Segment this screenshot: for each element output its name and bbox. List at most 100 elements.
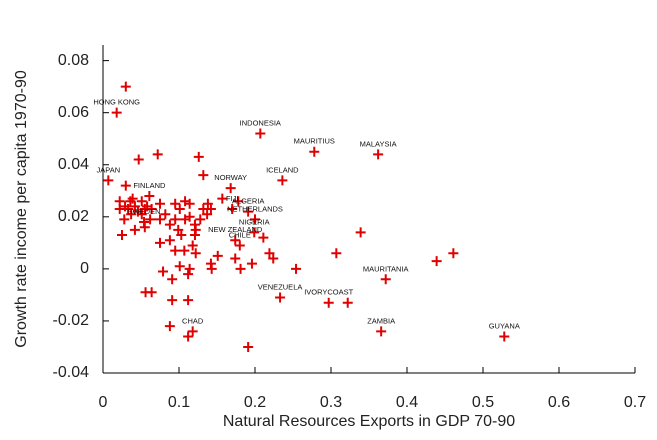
point-label: SWEDEN bbox=[128, 207, 161, 216]
point bbox=[184, 211, 195, 222]
point bbox=[111, 107, 122, 118]
point bbox=[246, 258, 257, 269]
point bbox=[184, 198, 195, 209]
point bbox=[103, 175, 114, 186]
point bbox=[158, 266, 169, 277]
point bbox=[195, 214, 206, 225]
point bbox=[129, 224, 140, 235]
point bbox=[217, 193, 228, 204]
x-tick-label: 0.4 bbox=[396, 394, 418, 411]
y-tick-label: -0.02 bbox=[53, 312, 90, 329]
point-label: CHILE bbox=[229, 230, 251, 239]
point bbox=[167, 274, 178, 285]
point bbox=[431, 256, 442, 267]
point-label: MALAYSIA bbox=[360, 139, 397, 148]
point bbox=[190, 248, 201, 259]
point bbox=[123, 204, 134, 214]
point bbox=[174, 204, 185, 214]
y-tick-label: 0.02 bbox=[58, 208, 89, 225]
point bbox=[499, 331, 510, 342]
point bbox=[187, 326, 198, 337]
point bbox=[133, 154, 144, 165]
point bbox=[117, 230, 127, 241]
point bbox=[202, 198, 213, 209]
point bbox=[355, 227, 366, 238]
point-label: NEW ZEALAND bbox=[208, 225, 263, 234]
point bbox=[155, 214, 165, 225]
point bbox=[309, 146, 320, 157]
point bbox=[145, 214, 156, 225]
point bbox=[243, 341, 254, 352]
point-label: HONG KONG bbox=[93, 98, 140, 107]
x-tick-label: 0 bbox=[99, 394, 108, 411]
point bbox=[155, 198, 165, 209]
point-label: IVORYCOAST bbox=[304, 288, 353, 297]
point bbox=[126, 209, 137, 220]
point bbox=[146, 287, 157, 298]
point bbox=[170, 198, 181, 209]
point bbox=[342, 297, 353, 308]
point bbox=[155, 237, 165, 248]
x-tick-label: 0.2 bbox=[244, 394, 266, 411]
point bbox=[205, 204, 216, 214]
point bbox=[206, 263, 217, 274]
point bbox=[264, 248, 275, 259]
point bbox=[277, 175, 288, 186]
point bbox=[227, 204, 238, 214]
point bbox=[275, 292, 286, 303]
point bbox=[233, 196, 244, 207]
point bbox=[160, 209, 171, 220]
point bbox=[230, 253, 241, 264]
point bbox=[212, 250, 223, 261]
point bbox=[176, 230, 187, 241]
point bbox=[152, 149, 163, 160]
y-tick-label: 0 bbox=[80, 260, 89, 277]
point-label: INDONESIA bbox=[240, 118, 281, 127]
point bbox=[187, 240, 198, 251]
point bbox=[125, 196, 136, 207]
point bbox=[323, 297, 334, 308]
y-axis-title: Growth rate income per capita 1970-90 bbox=[13, 70, 30, 348]
point bbox=[268, 253, 279, 264]
y-tick-label: 0.04 bbox=[58, 156, 89, 173]
point bbox=[167, 295, 178, 306]
point bbox=[184, 263, 195, 274]
point bbox=[243, 206, 254, 217]
point bbox=[164, 321, 175, 332]
y-tick-label: 0.06 bbox=[58, 104, 89, 121]
point bbox=[173, 224, 184, 235]
point bbox=[202, 209, 213, 220]
point bbox=[255, 128, 266, 139]
point bbox=[234, 240, 245, 251]
point bbox=[170, 214, 181, 225]
point bbox=[235, 263, 246, 274]
point-label: JAPAN bbox=[97, 165, 121, 174]
point-label: NORWAY bbox=[214, 173, 247, 182]
point bbox=[380, 274, 391, 285]
point bbox=[230, 235, 241, 246]
point bbox=[164, 235, 175, 246]
point bbox=[198, 170, 209, 181]
point-label: NETHERLANDS bbox=[227, 204, 283, 213]
point bbox=[225, 183, 236, 194]
point-label: ICELAND bbox=[266, 165, 299, 174]
point-label: FIJI bbox=[226, 194, 239, 203]
point bbox=[448, 248, 459, 259]
point bbox=[120, 81, 131, 92]
point bbox=[376, 326, 387, 337]
x-tick-label: 0.7 bbox=[624, 394, 646, 411]
point-label: ALGERIA bbox=[232, 197, 265, 206]
x-tick-label: 0.6 bbox=[548, 394, 570, 411]
point bbox=[331, 248, 342, 259]
x-tick-label: 0.3 bbox=[320, 394, 342, 411]
point bbox=[136, 196, 147, 207]
point bbox=[136, 209, 147, 220]
point bbox=[258, 232, 269, 243]
point-label: FINLAND bbox=[133, 181, 166, 190]
point bbox=[164, 219, 175, 230]
point bbox=[183, 295, 194, 306]
point-label: VENEZUELA bbox=[258, 282, 303, 291]
point bbox=[291, 263, 302, 274]
point-label: GUYANA bbox=[489, 322, 520, 331]
